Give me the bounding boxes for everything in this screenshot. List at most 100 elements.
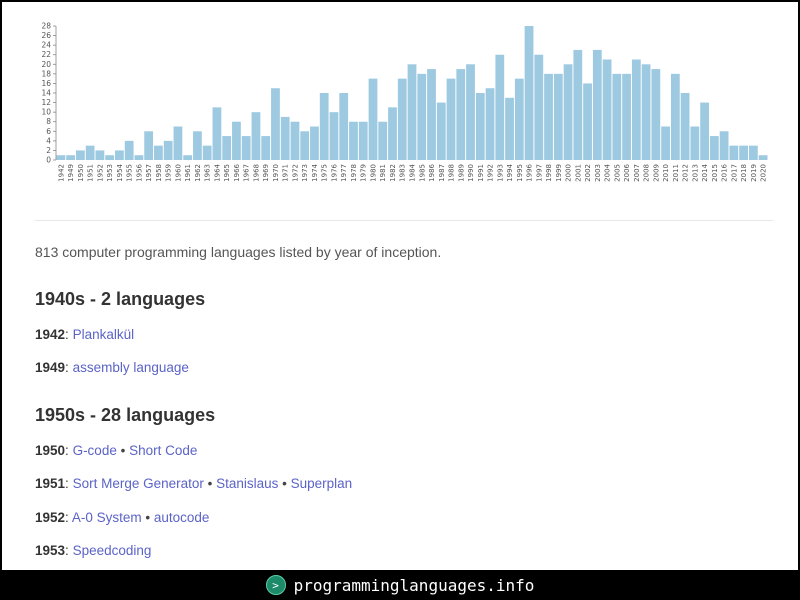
x-tick-label: 1973 (301, 164, 309, 182)
language-link[interactable]: autocode (153, 510, 210, 525)
x-tick-label: 1992 (487, 164, 495, 182)
y-tick-label: 8 (46, 117, 51, 126)
bar-1958 (154, 145, 163, 160)
x-tick-label: 1962 (194, 164, 202, 182)
bar-1982 (388, 107, 397, 160)
language-link[interactable]: Superplan (290, 476, 353, 491)
x-tick-label: 1971 (282, 164, 290, 182)
bar-1983 (397, 78, 407, 160)
bar-2002 (583, 83, 592, 160)
x-tick-label: 1957 (145, 164, 153, 182)
x-tick-label: 1979 (360, 164, 368, 182)
x-tick-label: 2010 (662, 164, 670, 182)
site-name[interactable]: programminglanguages.info (293, 575, 535, 595)
x-tick-label: 1999 (555, 164, 563, 182)
bar-1986 (427, 69, 436, 160)
bar-1993 (495, 54, 505, 160)
bullet-separator: • (278, 476, 291, 491)
y-tick-label: 18 (41, 69, 51, 78)
x-tick-label: 1988 (448, 164, 456, 182)
x-tick-label: 2007 (633, 164, 641, 182)
language-link[interactable]: G-code (72, 443, 117, 458)
bar-2019 (748, 145, 758, 160)
x-tick-label: 2013 (691, 164, 699, 182)
x-tick-label: 1975 (321, 164, 329, 182)
language-link[interactable]: Sort Merge Generator (72, 476, 204, 491)
x-tick-label: 1993 (496, 164, 504, 182)
x-tick-label: 1966 (233, 163, 241, 181)
bar-1956 (134, 155, 144, 160)
terminal-prompt-icon: > (265, 575, 286, 595)
bar-1962 (193, 131, 202, 160)
language-link[interactable]: Stanislaus (216, 476, 279, 491)
x-tick-label: 1953 (106, 164, 114, 182)
x-tick-label: 1997 (535, 164, 543, 182)
y-tick-label: 28 (41, 22, 51, 31)
bar-1969 (261, 136, 271, 160)
bar-1965 (222, 136, 232, 160)
x-tick-label: 1942 (57, 164, 65, 182)
y-tick-label: 10 (41, 108, 51, 117)
language-link[interactable]: Plankalkül (72, 327, 135, 342)
bar-1955 (124, 140, 134, 160)
y-tick-label: 16 (41, 79, 51, 88)
x-tick-label: 1990 (467, 164, 475, 182)
x-tick-label: 1951 (87, 164, 95, 182)
year-label: 1952 (35, 510, 66, 525)
bar-2000 (563, 64, 573, 160)
x-tick-label: 1949 (67, 164, 75, 182)
bar-1997 (534, 54, 544, 160)
x-tick-label: 2006 (623, 163, 631, 181)
summary-text: 813 computer programming languages liste… (35, 244, 442, 260)
x-tick-label: 2003 (594, 164, 602, 182)
y-tick-label: 24 (41, 41, 51, 50)
x-tick-label: 2002 (584, 164, 592, 182)
x-tick-label: 1967 (243, 164, 251, 182)
language-link[interactable]: Speedcoding (72, 543, 152, 558)
bar-1995 (514, 78, 524, 160)
bar-2003 (592, 49, 602, 160)
bar-1960 (173, 126, 183, 160)
x-tick-label: 1983 (399, 164, 407, 182)
bar-1981 (378, 121, 388, 160)
x-tick-label: 2016 (721, 163, 729, 181)
bar-1992 (485, 88, 495, 160)
language-link[interactable]: A-0 System (71, 510, 142, 525)
bar-1987 (436, 102, 446, 160)
language-link[interactable]: assembly language (72, 360, 189, 375)
x-tick-label: 2014 (701, 163, 709, 181)
bar-2017 (729, 145, 739, 160)
x-tick-label: 1950 (77, 164, 85, 182)
x-tick-label: 1998 (545, 164, 553, 182)
x-tick-label: 2015 (711, 164, 719, 182)
language-link[interactable]: Short Code (129, 443, 198, 458)
bar-1966 (232, 121, 241, 160)
bar-1942 (56, 155, 66, 160)
x-tick-label: 2008 (643, 164, 651, 182)
bar-1959 (163, 140, 173, 160)
x-tick-label: 1972 (291, 164, 299, 182)
year-label: 1949 (35, 360, 66, 375)
x-tick-label: 1963 (204, 164, 212, 182)
bar-1984 (407, 64, 417, 160)
bar-1977 (339, 93, 349, 160)
x-tick-label: 1977 (340, 164, 348, 182)
bar-1994 (505, 97, 514, 160)
x-tick-label: 1984 (409, 163, 417, 181)
x-tick-label: 1959 (165, 164, 173, 182)
year-row: 1951: Sort Merge Generator • Stanislaus … (35, 476, 353, 491)
x-tick-label: 1968 (252, 164, 260, 182)
bullet-separator: • (141, 510, 154, 525)
bar-1991 (475, 93, 485, 160)
bar-2004 (602, 59, 612, 160)
x-tick-label: 1974 (311, 163, 319, 181)
x-tick-label: 1969 (262, 164, 270, 182)
x-tick-label: 1980 (369, 164, 377, 182)
bar-1957 (144, 131, 154, 160)
year-row: 1949: assembly language (35, 360, 189, 375)
bar-2006 (622, 73, 631, 160)
y-tick-label: 20 (41, 60, 51, 69)
bar-1971 (280, 116, 290, 160)
bar-1967 (241, 136, 251, 160)
x-tick-label: 1994 (506, 163, 514, 181)
